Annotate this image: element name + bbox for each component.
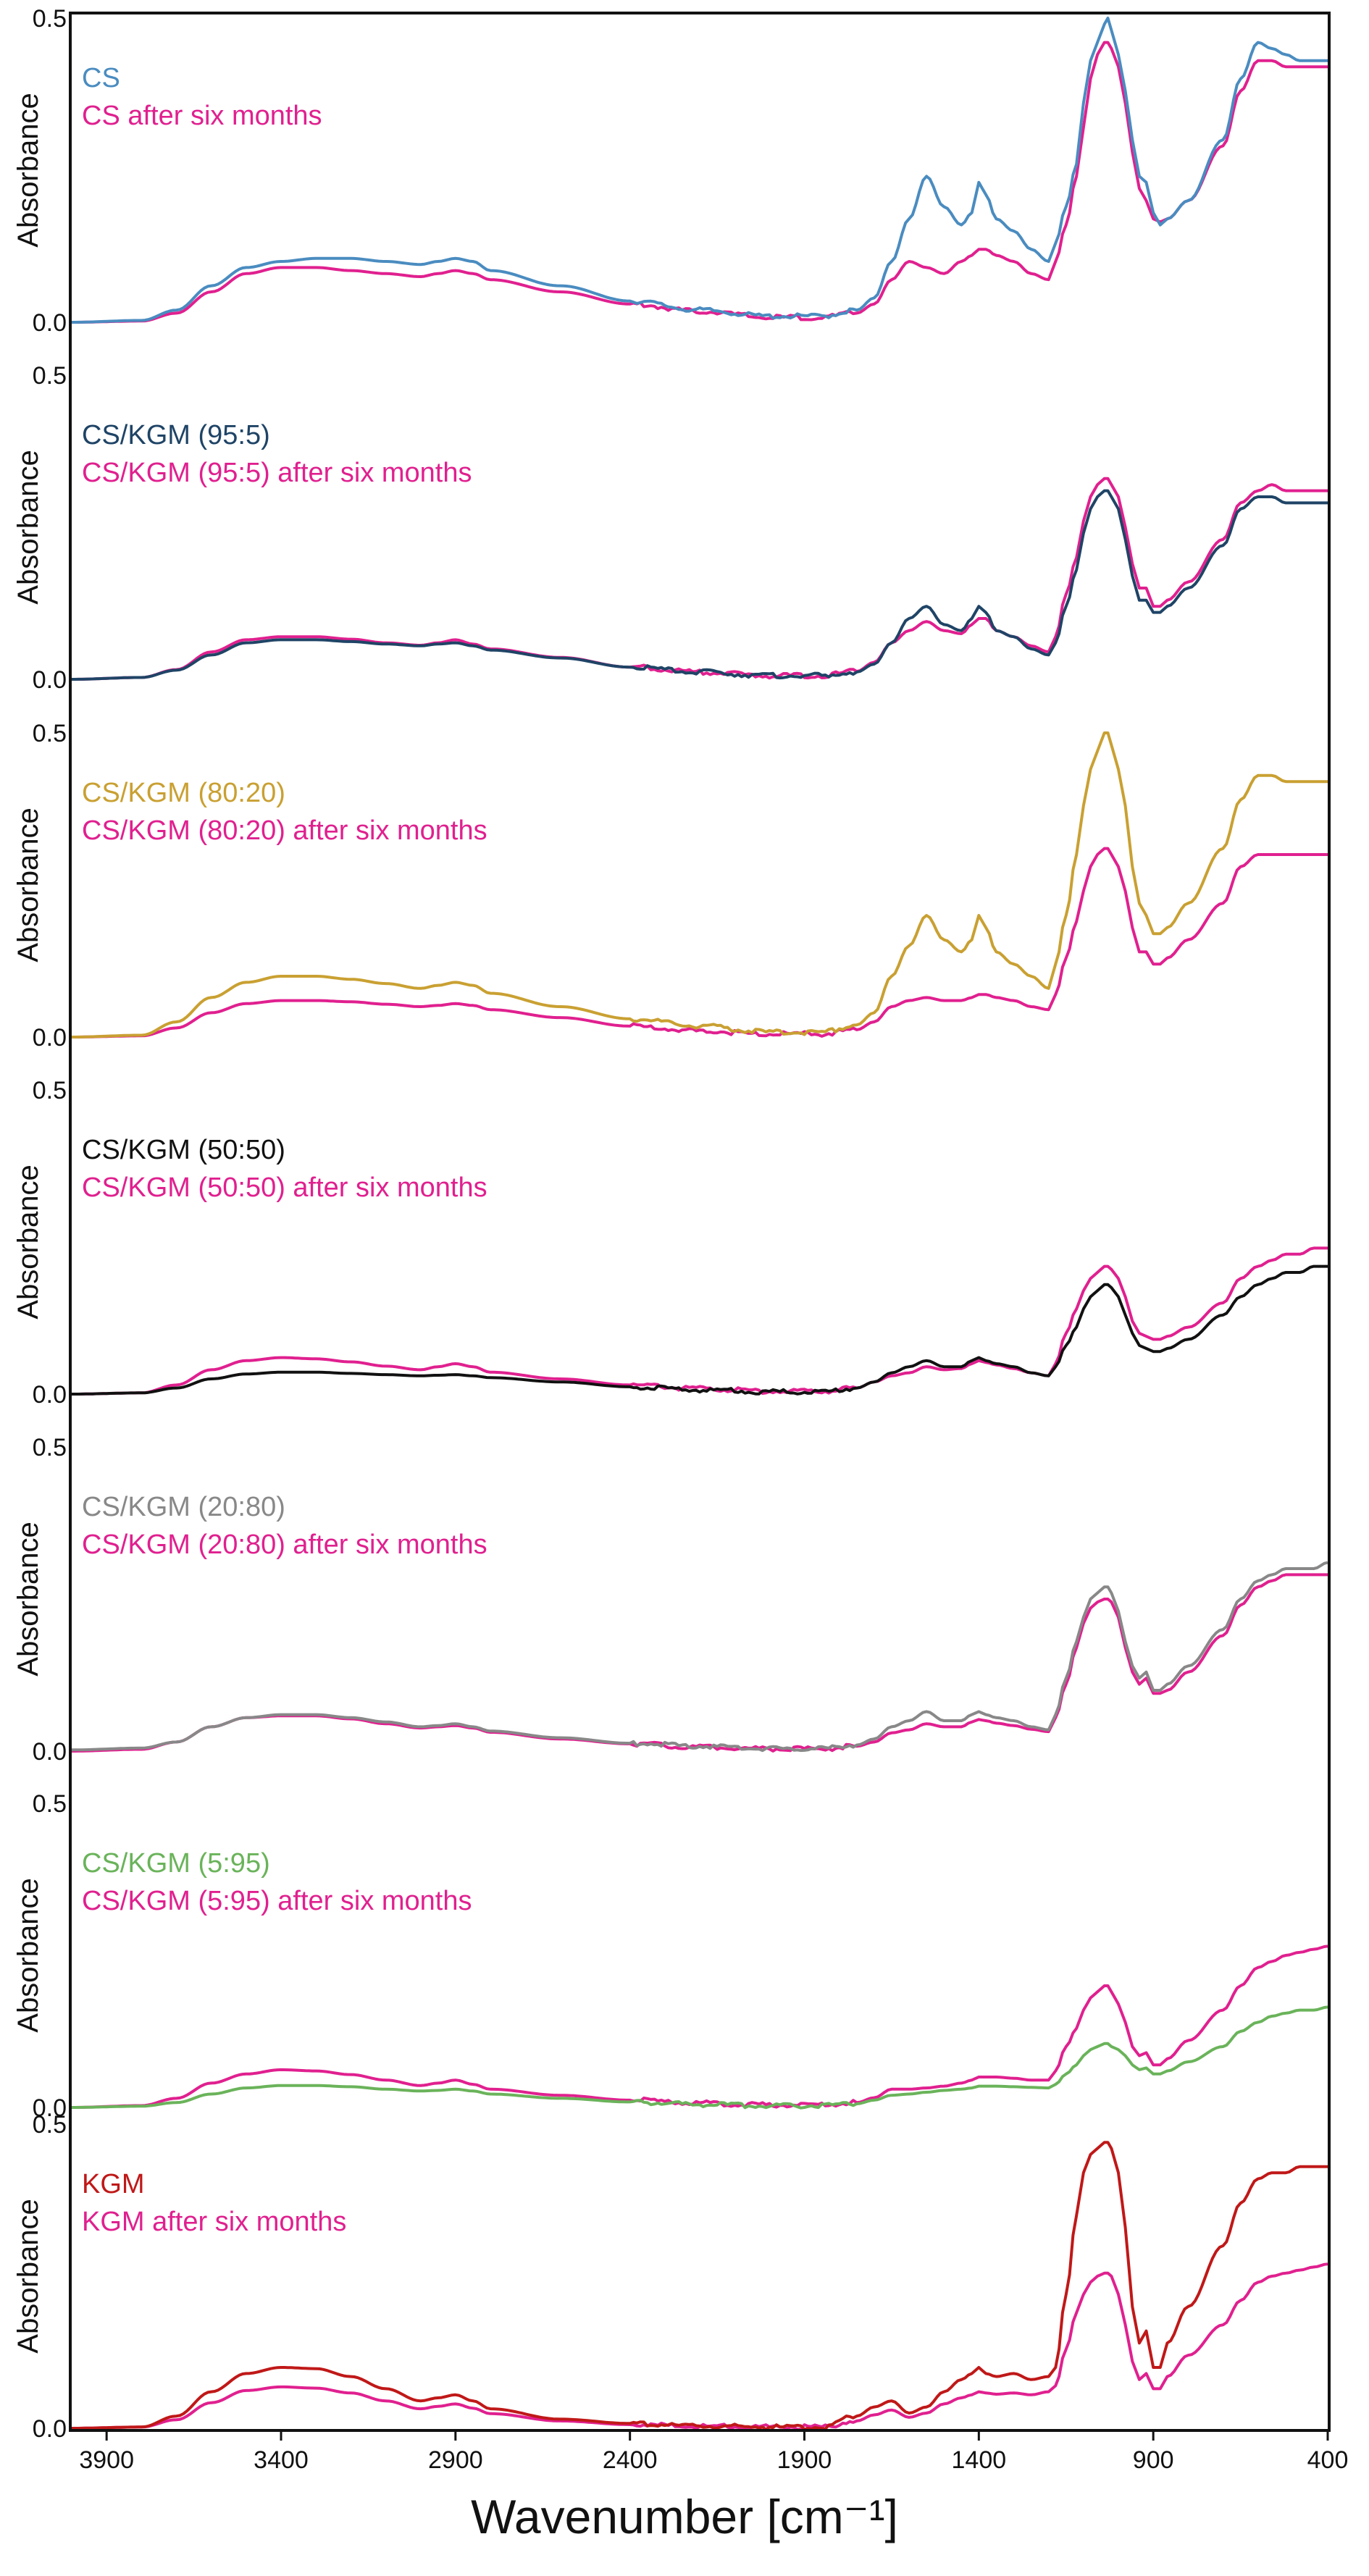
x-tick-label: 900 xyxy=(1133,2446,1174,2474)
x-tick-label: 2900 xyxy=(428,2446,483,2474)
y-tick-label: 0.0 xyxy=(33,1381,67,1409)
x-tick-label: 400 xyxy=(1307,2446,1349,2474)
panel-5: 0.0 0.5 Absorbance CS/KGM (20:80) CS/KGM (20… xyxy=(12,1434,1328,1766)
y-axis-label: Absorbance xyxy=(12,2199,44,2353)
y-tick-label: 0.5 xyxy=(33,2111,67,2139)
series-line-sample xyxy=(72,2005,1328,2110)
legend-entry: CS/KGM (80:20) xyxy=(82,778,285,808)
legend-entry: CS after six months xyxy=(82,101,322,131)
y-axis-label: Absorbance xyxy=(12,1522,44,1676)
y-axis-label: Absorbance xyxy=(12,93,44,247)
panel-6: 0.0 0.5 Absorbance CS/KGM (5:95) CS/KGM (5:9… xyxy=(12,1790,1328,2122)
legend-entry: CS/KGM (5:95) xyxy=(82,1848,270,1879)
series-line-aged xyxy=(72,1246,1328,1396)
legend-entry: CS/KGM (20:80) after six months xyxy=(82,1530,487,1560)
series-line-aged xyxy=(72,847,1328,1039)
legend-entry: CS/KGM (20:80) xyxy=(82,1492,285,1522)
series-line-sample xyxy=(72,17,1328,324)
x-tick-label: 3900 xyxy=(79,2446,134,2474)
x-axis: 3900 3400 2900 2400 1900 1400 900 400 xyxy=(79,2430,1348,2474)
legend-entry: CS xyxy=(82,63,120,93)
legend-entry: KGM xyxy=(82,2169,145,2199)
legend-entry: KGM after six months xyxy=(82,2207,346,2237)
series-line-sample xyxy=(72,2141,1328,2431)
y-tick-label: 0.0 xyxy=(33,1024,67,1052)
y-axis-label: Absorbance xyxy=(12,1878,44,2032)
series-line-aged xyxy=(72,1944,1328,2109)
y-tick-label: 0.0 xyxy=(33,1738,67,1766)
y-tick-label: 0.5 xyxy=(33,5,67,33)
series-line-sample xyxy=(72,489,1328,681)
y-tick-label: 0.0 xyxy=(33,2415,67,2443)
legend-entry: CS/KGM (50:50) xyxy=(82,1135,285,1165)
y-tick-label: 0.0 xyxy=(33,666,67,694)
legend-entry: CS/KGM (5:95) after six months xyxy=(82,1886,472,1916)
panel-2: 0.0 0.5 Absorbance CS/KGM (95:5) CS/KGM (95:… xyxy=(12,362,1328,694)
x-tick-label: 2400 xyxy=(603,2446,658,2474)
x-tick-label: 3400 xyxy=(254,2446,309,2474)
y-tick-label: 0.5 xyxy=(33,1077,67,1104)
y-tick-label: 0.5 xyxy=(33,1790,67,1818)
series-line-sample xyxy=(72,1561,1328,1753)
series-line-sample xyxy=(72,1264,1328,1396)
y-tick-label: 0.5 xyxy=(33,1434,67,1461)
y-tick-label: 0.5 xyxy=(33,362,67,390)
panel-3: 0.0 0.5 Absorbance CS/KGM (80:20) CS/KGM (80… xyxy=(12,720,1328,1052)
y-tick-label: 0.5 xyxy=(33,720,67,747)
y-axis-label: Absorbance xyxy=(12,450,44,604)
series-line-aged xyxy=(72,2262,1328,2431)
panel-1: 0.0 0.5 Absorbance CS CS after six months xyxy=(12,5,1328,337)
x-tick-label: 1900 xyxy=(777,2446,832,2474)
series-line-aged xyxy=(72,1573,1328,1753)
panel-7: 0.0 0.5 Absorbance KGM KGM after six months xyxy=(12,2111,1328,2443)
x-axis-label: Wavenumber [cm⁻¹] xyxy=(471,2490,898,2543)
series-line-sample xyxy=(72,731,1328,1039)
legend-entry: CS/KGM (80:20) after six months xyxy=(82,815,487,846)
plot-frame xyxy=(69,12,1331,2432)
y-tick-label: 0.0 xyxy=(33,309,67,337)
y-axis-label: Absorbance xyxy=(12,807,44,962)
legend-entry: CS/KGM (95:5) after six months xyxy=(82,458,472,488)
panel-4: 0.0 0.5 Absorbance CS/KGM (50:50) CS/KGM (50… xyxy=(12,1077,1328,1409)
y-tick-label: 0.0 xyxy=(33,2094,67,2122)
y-axis-label: Absorbance xyxy=(12,1165,44,1319)
legend-entry: CS/KGM (95:5) xyxy=(82,420,270,450)
series-line-aged xyxy=(72,41,1328,324)
series-line-aged xyxy=(72,477,1328,681)
x-tick-label: 1400 xyxy=(952,2446,1007,2474)
legend-entry: CS/KGM (50:50) after six months xyxy=(82,1172,487,1203)
